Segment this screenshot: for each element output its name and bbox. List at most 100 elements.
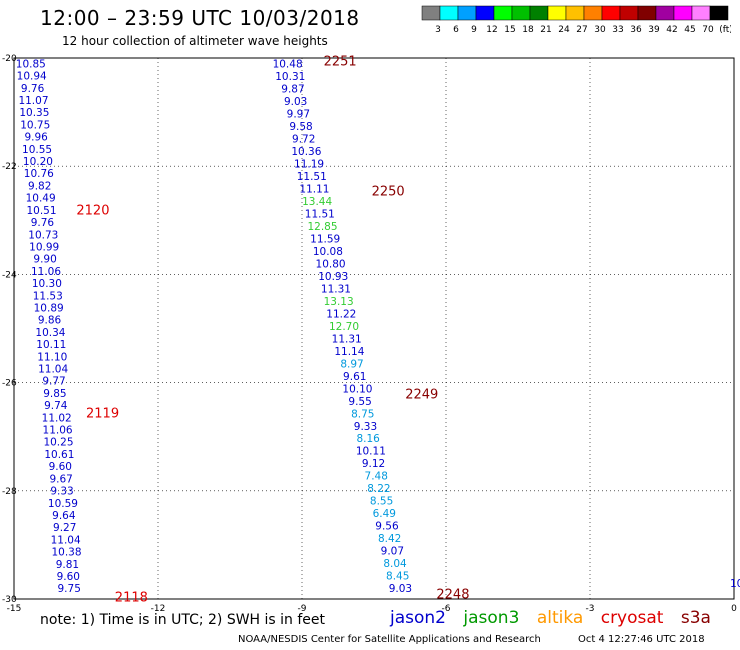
swh-value-label: 11.22 <box>326 308 356 320</box>
pass-time-label: 2120 <box>76 203 109 218</box>
swh-value-label: 13.44 <box>302 196 332 208</box>
legend-cryosat: cryosat <box>600 608 664 628</box>
x-tick-label: 0 <box>731 604 737 614</box>
swh-value-label: 10.73 <box>28 229 58 241</box>
swh-value-label: 11.31 <box>332 333 362 345</box>
legend-jason2: jason2 <box>390 608 446 628</box>
color-scale-label: 18 <box>522 25 534 35</box>
color-scale-label: 21 <box>540 25 551 35</box>
y-tick-label: -22 <box>2 162 17 172</box>
y-tick-label: -28 <box>2 487 17 497</box>
x-tick-label: -15 <box>7 604 22 614</box>
swh-value-label: 10.89 <box>34 302 64 314</box>
legend-altika: altika <box>536 608 584 628</box>
x-tick-label: -3 <box>586 604 595 614</box>
plot-frame <box>13 57 735 600</box>
swh-value-label: 11.06 <box>43 425 73 437</box>
color-scale-label: 42 <box>666 25 677 35</box>
swh-value-label: 8.97 <box>340 358 363 370</box>
color-scale-label: (ft) <box>719 25 731 35</box>
swh-value-label: 11.19 <box>294 158 324 170</box>
x-tick-label: -9 <box>298 604 307 614</box>
swh-value-label: 8.22 <box>367 483 390 495</box>
swh-value-label: 9.56 <box>375 521 399 533</box>
swh-value-label: 11.02 <box>42 412 72 424</box>
swh-value-label: 9.07 <box>381 546 404 558</box>
legend-s3a: s3a <box>680 608 711 628</box>
swh-value-label: 9.77 <box>42 376 65 388</box>
swh-value-label: 9.60 <box>49 461 72 473</box>
swh-value-label: 9.75 <box>58 583 81 595</box>
swh-value-label: 9.90 <box>33 254 56 266</box>
swh-value-label: 10.30 <box>32 278 62 290</box>
swh-value-label: 7.48 <box>365 471 388 483</box>
pass-time-label: 2119 <box>86 406 119 421</box>
swh-value-label: 11.11 <box>299 183 329 195</box>
swh-value-label: 10.35 <box>19 107 49 119</box>
swh-value-label: 9.97 <box>287 108 310 120</box>
color-scale-label: 45 <box>684 25 695 35</box>
footer-note: note: 1) Time is in UTC; 2) SWH is in fe… <box>40 612 326 628</box>
color-scale-label: 33 <box>612 25 623 35</box>
swh-value-label: 9.72 <box>292 133 315 145</box>
swh-value-label: 9.64 <box>52 510 76 522</box>
swh-value-label: 9.76 <box>31 217 55 229</box>
swh-value-label: 11.10 <box>37 351 67 363</box>
swh-value-label: 10.11 <box>356 446 386 458</box>
generated-timestamp: Oct 4 12:27:46 UTC 2018 <box>578 634 705 645</box>
color-swatch <box>709 5 729 21</box>
legend-jason3: jason3 <box>463 608 520 628</box>
swh-value-label: 10.55 <box>22 144 52 156</box>
swh-value-label: 9.67 <box>49 473 72 485</box>
swh-value-label: 13.13 <box>324 296 354 308</box>
y-tick-label: -20 <box>2 54 17 64</box>
pass-time-label: 2249 <box>405 387 438 402</box>
swh-value-label: 11.59 <box>310 233 340 245</box>
swh-value-label: 9.87 <box>281 83 304 95</box>
y-tick-label: -24 <box>2 270 17 280</box>
swh-value-label: 8.04 <box>383 558 407 570</box>
swh-value-label: 10.76 <box>24 168 54 180</box>
credit-line: NOAA/NESDIS Center for Satellite Applica… <box>238 634 541 645</box>
swh-value-label: 9.27 <box>53 522 76 534</box>
swh-value-label: 10.59 <box>48 498 78 510</box>
pass-time-label: 2118 <box>115 590 148 605</box>
swh-value-label: 10.38 <box>51 547 81 559</box>
y-tick-label: -26 <box>2 379 17 389</box>
x-tick-label: -6 <box>442 604 451 614</box>
color-scale-label: 30 <box>594 25 606 35</box>
swh-value-label: 9.85 <box>43 388 66 400</box>
swh-value-label: 9.33 <box>50 486 73 498</box>
swh-value-label: 11.06 <box>31 266 61 278</box>
swh-value-label: 10.08 <box>313 246 343 258</box>
swh-value-label: 11.04 <box>51 534 81 546</box>
swh-value-label: 9.82 <box>28 180 51 192</box>
swh-value-label: 8.45 <box>386 571 409 583</box>
color-scale-label: 12 <box>486 25 497 35</box>
swh-value-label: 10.31 <box>275 71 305 83</box>
chart-title: 12:00 – 23:59 UTC 10/03/2018 <box>40 6 360 30</box>
swh-value-label: 11.31 <box>321 283 351 295</box>
swh-value-label: 11.51 <box>297 171 327 183</box>
swh-value-label: 11.04 <box>38 364 68 376</box>
swh-value-label: 10.80 <box>316 258 346 270</box>
swh-value-label: 10.61 <box>44 449 74 461</box>
swh-value-label: 8.75 <box>351 408 374 420</box>
pass-time-label: 2251 <box>324 55 357 70</box>
swh-value-label: 9.60 <box>57 571 80 583</box>
x-tick-label: -12 <box>151 604 166 614</box>
swh-value-label: 11.53 <box>33 290 63 302</box>
edge-value-label: 10 <box>730 578 740 590</box>
swh-value-label: 9.74 <box>44 400 68 412</box>
swh-value-label: 8.16 <box>356 433 380 445</box>
color-scale-label: 3 <box>435 25 441 35</box>
color-scale-label: 6 <box>453 25 459 35</box>
swh-value-label: 11.14 <box>334 346 364 358</box>
color-scale-label: 39 <box>648 25 660 35</box>
y-tick-label: -30 <box>2 595 17 605</box>
swh-value-label: 10.25 <box>43 437 73 449</box>
swh-value-label: 9.12 <box>362 458 385 470</box>
swh-value-label: 10.10 <box>342 383 372 395</box>
swh-value-label: 9.03 <box>284 96 307 108</box>
